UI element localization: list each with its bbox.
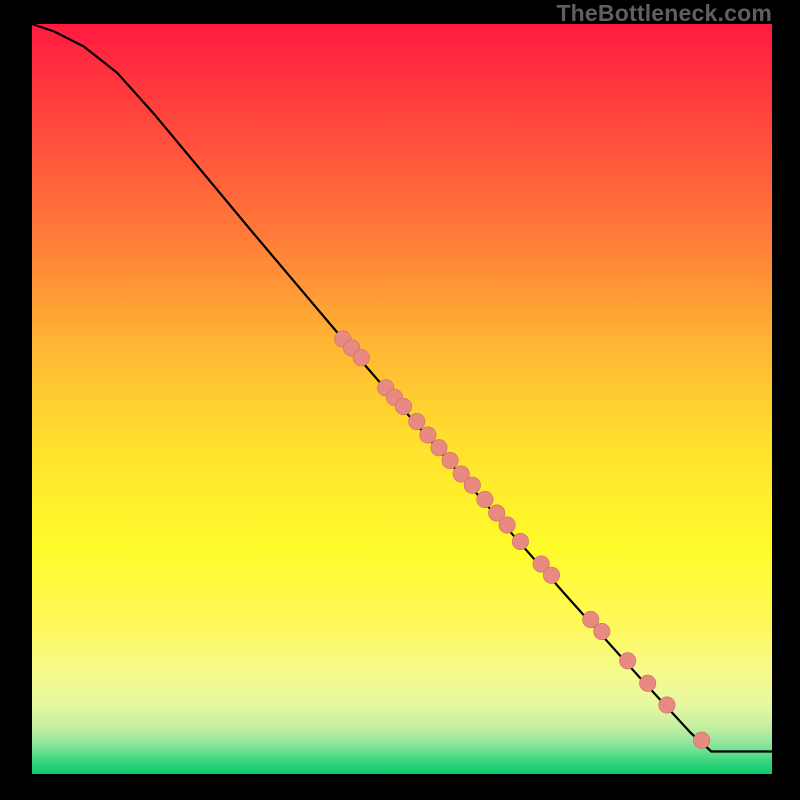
data-marker	[464, 477, 480, 493]
data-marker	[543, 567, 559, 583]
chart-frame: TheBottleneck.com	[0, 0, 800, 800]
data-marker	[620, 653, 636, 669]
data-marker	[409, 413, 425, 429]
data-marker	[594, 623, 610, 639]
data-marker	[353, 350, 369, 366]
data-marker	[694, 732, 710, 748]
data-marker	[395, 398, 411, 414]
chart-svg	[32, 24, 772, 774]
data-marker	[420, 427, 436, 443]
data-marker	[442, 452, 458, 468]
data-marker	[477, 491, 493, 507]
data-marker	[639, 675, 655, 691]
data-marker	[499, 517, 515, 533]
data-marker	[431, 440, 447, 456]
data-marker	[512, 533, 528, 549]
data-marker	[659, 697, 675, 713]
watermark-text: TheBottleneck.com	[556, 0, 772, 27]
plot-area	[32, 24, 772, 774]
